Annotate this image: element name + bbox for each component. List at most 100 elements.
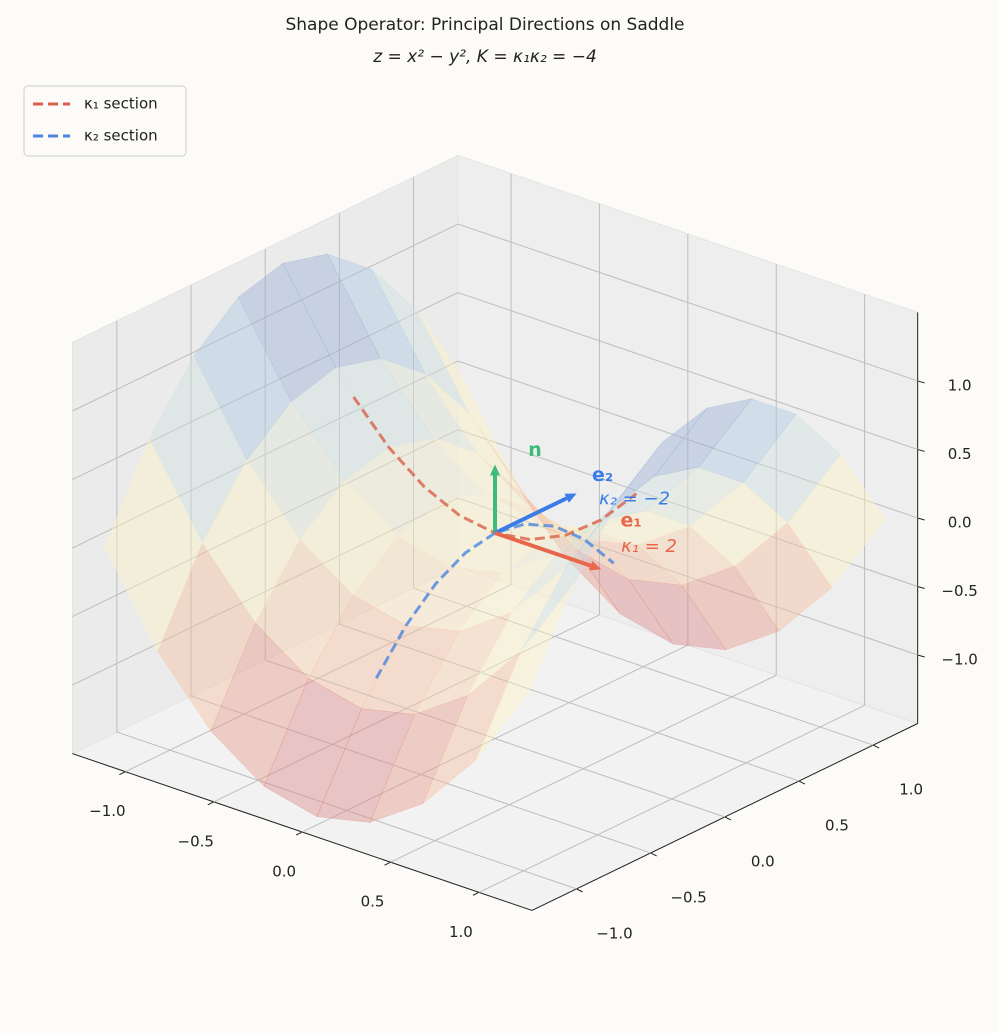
chart-title: Shape Operator: Principal Directions on …: [285, 15, 684, 35]
surface-patch: [575, 548, 674, 645]
surface-patch: [263, 677, 362, 818]
surface-patch: [433, 437, 532, 510]
surface-patch: [600, 466, 699, 521]
surface-patch: [369, 695, 469, 823]
surface-patch: [583, 538, 683, 586]
surface-patch: [202, 459, 301, 624]
surface-patch: [246, 401, 345, 541]
vector-name: n: [528, 439, 542, 461]
surface-patch: [636, 525, 736, 586]
surface-patch: [316, 708, 415, 823]
tick-mark: [724, 816, 732, 821]
surface: [104, 253, 886, 823]
tick-mark: [872, 744, 880, 749]
vector-head: [564, 493, 577, 503]
tick-mark: [384, 861, 391, 866]
surface-patch: [335, 358, 434, 448]
surface-patch: [413, 611, 513, 716]
surface-patch: [530, 508, 629, 580]
z-tick-label: −1.0: [941, 650, 977, 668]
tick-mark: [917, 654, 925, 658]
surface-patch: [564, 441, 663, 569]
tick-mark: [207, 801, 214, 806]
surface-patch: [157, 542, 256, 732]
grid-line: [72, 223, 459, 412]
grid-line: [457, 429, 918, 587]
vector-label: κ₁ = 2: [621, 536, 677, 557]
surface-patch: [520, 500, 619, 653]
surface-patch: [689, 482, 789, 567]
z-tick-label: 0.5: [948, 445, 972, 463]
surface-patch: [149, 355, 248, 545]
y-tick-label: 1.0: [899, 781, 923, 799]
x-tick-label: 0.0: [272, 863, 296, 881]
grid-line: [72, 360, 459, 549]
section-curve: [374, 522, 615, 679]
surface-patch: [422, 651, 521, 804]
grid-line: [72, 429, 459, 618]
surface-patch: [371, 269, 470, 415]
surface-patch: [424, 373, 523, 495]
tick-mark: [295, 831, 303, 836]
grid-line: [72, 497, 459, 686]
surface-patch: [388, 437, 488, 503]
tick-mark: [119, 771, 126, 776]
overlay: −1.0 −0.5 0.0 0.5 1.0 −1.0 −0.5 0.0 0.5 1.0 −1.0 −0…: [89, 376, 978, 942]
vector-head: [589, 560, 602, 571]
surface-patch: [494, 523, 593, 540]
surface-patch: [511, 509, 610, 613]
grid-line: [457, 360, 918, 519]
tick-mark: [472, 891, 480, 896]
x-tick-label: −0.5: [178, 832, 214, 850]
tick-mark: [798, 780, 806, 785]
tick-mark: [650, 852, 657, 857]
surface-patch: [627, 578, 727, 651]
surface-patch: [282, 253, 381, 369]
surface-patch: [361, 625, 460, 715]
legend: κ₁ section κ₂ section: [23, 85, 187, 157]
surface-patch: [326, 253, 426, 375]
surface-patch: [255, 539, 354, 679]
tick-mark: [917, 585, 925, 589]
vector-shaft: [494, 531, 592, 568]
surface-patch: [681, 565, 780, 651]
y-tick-label: 0.0: [751, 852, 775, 870]
grid-line: [457, 292, 918, 450]
surface-patch: [104, 438, 203, 653]
vector-label: κ₂ = −2: [599, 488, 670, 509]
surface-patch: [644, 466, 744, 527]
tick-mark: [576, 888, 583, 893]
vector-name: e₂: [592, 464, 613, 486]
legend-label: κ₁ section: [84, 95, 158, 113]
surface-patch: [742, 413, 842, 524]
surface-patch: [299, 480, 398, 596]
z-tick-label: −0.5: [941, 582, 977, 600]
surface-patch: [405, 566, 505, 632]
surface-patch: [698, 398, 797, 483]
chart-subtitle: z = x² − y², K = κ₁κ₂ = −4: [372, 47, 597, 67]
vector-name: e₁: [620, 510, 641, 532]
axes-panes: [71, 154, 925, 912]
grid-line: [265, 659, 725, 818]
surface-patch: [475, 583, 574, 761]
grid-line: [457, 223, 918, 382]
surface-patch: [352, 536, 451, 626]
x-tick-label: 1.0: [449, 923, 473, 941]
surface-patch: [238, 262, 337, 403]
surface-patch: [379, 357, 479, 455]
z-tick-label: 1.0: [948, 376, 972, 394]
surface-patch: [193, 296, 292, 461]
grid-line: [116, 731, 577, 890]
grid-line: [413, 587, 874, 746]
surface-patch: [416, 309, 515, 479]
surface-patch: [787, 453, 886, 588]
y-tick-label: −1.0: [596, 924, 632, 942]
z-tick-label: 0.0: [948, 513, 972, 531]
tick-mark: [917, 517, 925, 521]
surface-patch: [210, 622, 309, 787]
vector-shaft: [494, 496, 568, 535]
grid-line: [190, 695, 651, 854]
vector-head: [490, 464, 500, 476]
surface-patch: [653, 398, 753, 477]
